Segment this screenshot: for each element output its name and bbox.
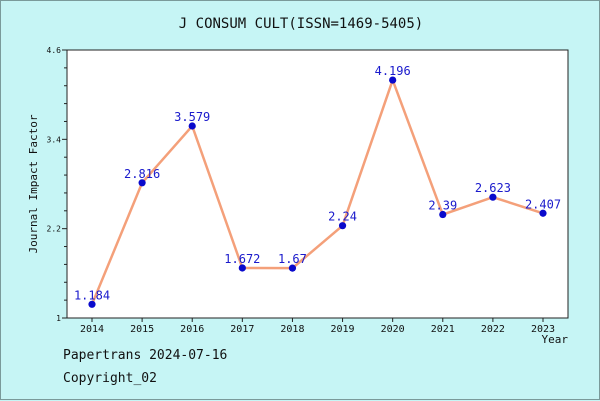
- y-tick-label: 4.6: [47, 46, 62, 55]
- data-label: 2.39: [428, 199, 457, 213]
- data-label: 1.672: [224, 252, 260, 266]
- data-label: 3.579: [174, 110, 210, 124]
- y-axis: 1 2.2 3.4 4.6: [47, 46, 67, 323]
- series-layer: 1.184 2.816 3.579 1.672 1.67 2.24 4.196 2.39 2.6…: [74, 64, 561, 308]
- data-label: 2.623: [475, 181, 511, 195]
- data-label: 2.816: [124, 167, 160, 181]
- data-label: 1.184: [74, 288, 110, 302]
- x-axis: 2014 2015 2016 2017 2018 2019 2020 2021 2022 2023: [80, 318, 555, 335]
- plot-area: [66, 49, 569, 319]
- data-label: 2.24: [328, 210, 357, 224]
- data-point: [188, 122, 196, 130]
- series-line: [90, 78, 544, 305]
- data-point: [539, 209, 547, 217]
- x-tick-label: 2023: [531, 324, 555, 335]
- data-label: 2.407: [525, 197, 561, 211]
- x-tick-label: 2020: [381, 324, 405, 335]
- data-point: [138, 179, 146, 187]
- x-tick-label: 2017: [230, 324, 254, 335]
- y-tick-label: 1: [56, 314, 61, 323]
- data-label: 1.67: [278, 252, 307, 266]
- data-point: [238, 264, 246, 272]
- data-point: [439, 210, 447, 219]
- footer-copyright: Copyright_02: [63, 371, 157, 386]
- data-point: [88, 300, 96, 308]
- data-point: [489, 193, 497, 201]
- data-point: [288, 264, 297, 272]
- y-tick-label: 2.2: [47, 225, 62, 234]
- x-tick-label: 2022: [481, 324, 505, 335]
- x-axis-label: Year: [542, 333, 569, 346]
- chart-title: J CONSUM CULT(ISSN=1469-5405): [179, 16, 423, 32]
- y-tick-label: 3.4: [47, 135, 62, 144]
- data-point: [389, 76, 397, 84]
- y-axis-label: Journal Impact Factor: [27, 114, 40, 253]
- x-tick-label: 2018: [280, 324, 304, 335]
- data-label: 4.196: [375, 64, 411, 78]
- x-tick-label: 2021: [431, 324, 455, 335]
- x-tick-label: 2019: [331, 324, 355, 335]
- x-tick-label: 2016: [180, 324, 204, 335]
- footer-source: Papertrans 2024-07-16: [63, 348, 228, 363]
- data-point: [338, 222, 347, 230]
- x-tick-label: 2015: [130, 324, 154, 335]
- x-tick-label: 2014: [80, 324, 104, 335]
